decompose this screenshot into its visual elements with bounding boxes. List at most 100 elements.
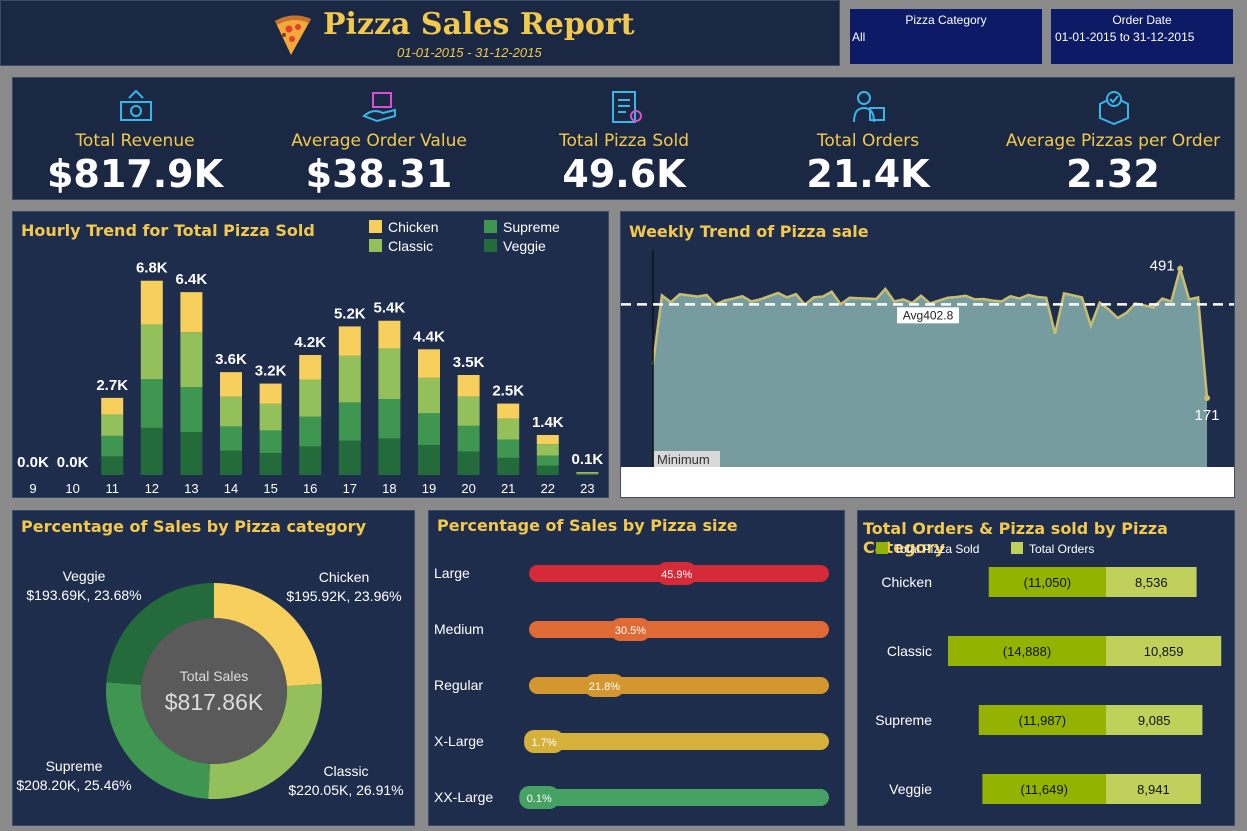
kpi-value: 49.6K (562, 152, 686, 196)
legend-swatch (1011, 542, 1023, 554)
slice-label-name: Veggie (63, 568, 106, 584)
package-check-icon (1099, 91, 1129, 126)
bar-total-pizza-sold (982, 774, 1106, 804)
average-label: Avg402.8 (903, 308, 954, 322)
bar-data-label: 5.2K (334, 305, 366, 322)
bar-total-pizza-sold (948, 636, 1106, 666)
slice-label-name: Supreme (46, 758, 103, 774)
bar-segment-classic (101, 414, 124, 436)
bar-segment-classic (497, 418, 520, 440)
kpi-value: 2.32 (1066, 152, 1160, 196)
bar-segment-supreme (576, 473, 599, 475)
legend-total-pizza-sold[interactable]: Total Pizza Sold (876, 542, 979, 556)
slicer-value[interactable]: 01-01-2015 to 31-12-2015 (1055, 30, 1195, 44)
category-label: Classic (887, 643, 932, 659)
kpi-average-pizzas-per-order: Average Pizzas per Order 2.32 (991, 78, 1235, 201)
slice-label-value: $208.20K, 25.46% (16, 777, 131, 793)
bar-segment-chicken (338, 326, 361, 356)
slice-label-name: Classic (323, 763, 368, 779)
x-tick-label: 12 (145, 481, 159, 496)
weekly-area (653, 268, 1207, 467)
legend-supreme[interactable]: Supreme (484, 219, 560, 235)
bar-segment-classic (536, 444, 559, 456)
kpi-value: $38.31 (305, 152, 453, 196)
legend-veggie[interactable]: Veggie (484, 238, 546, 254)
bar-segment-supreme (299, 416, 322, 447)
size-bar-track (529, 789, 829, 806)
x-tick-label: 20 (461, 481, 475, 496)
average-label-bg (897, 307, 959, 324)
size-value-label: 0.1% (527, 793, 552, 805)
kpi-total-pizza-sold: Total Pizza Sold 49.6K (502, 78, 746, 201)
x-tick-label: 13 (184, 481, 198, 496)
bar-segment-veggie (259, 453, 282, 475)
bar-segment-supreme (140, 379, 163, 428)
kpi-label: Total Pizza Sold (558, 131, 690, 151)
kpi-value: $817.9K (46, 152, 224, 196)
hourly-trend-panel: Hourly Trend for Total Pizza Sold Chicke… (12, 211, 609, 498)
pizza-category-slicer[interactable]: Pizza Category All (850, 9, 1042, 64)
slice-label-value: $195.92K, 23.96% (286, 588, 401, 604)
legend-label: Classic (388, 238, 434, 254)
chart-baseline-strip (621, 467, 1234, 497)
legend-total-orders[interactable]: Total Orders (1011, 542, 1094, 556)
bar-total-pizza-sold (988, 567, 1106, 597)
x-tick-label: 17 (343, 481, 357, 496)
bar-label-total-orders: 10,859 (1144, 644, 1184, 659)
bar-segment-supreme (378, 399, 401, 439)
bar-label-total-pizza-sold: (11,987) (1019, 713, 1066, 728)
bar-label-total-pizza-sold: (11,649) (1020, 782, 1067, 797)
bar-data-label: 0.1K (572, 451, 604, 468)
category-sales-title: Percentage of Sales by Pizza category (21, 517, 366, 536)
donut-slice-veggie (106, 583, 214, 685)
category-sales-panel: Percentage of Sales by Pizza category To… (12, 510, 415, 826)
hand-box-icon (362, 92, 396, 123)
bar-segment-veggie (220, 450, 242, 475)
slicer-label: Pizza Category (905, 13, 987, 27)
minimum-label: Minimum (657, 452, 710, 467)
minimum-label-bg (654, 451, 720, 467)
kpi-label: Average Pizzas per Order (1005, 131, 1221, 151)
legend-swatch (484, 239, 497, 252)
bar-segment-chicken (497, 403, 520, 419)
bar-segment-supreme (418, 413, 440, 445)
donut-slice-classic (208, 683, 322, 799)
bar-segment-veggie (299, 446, 322, 475)
x-tick-label: 22 (541, 481, 555, 496)
bar-segment-veggie (180, 432, 203, 475)
bar-label-total-pizza-sold: (14,888) (1003, 644, 1051, 659)
weekly-trend-title: Weekly Trend of Pizza sale (629, 222, 869, 241)
report-date-range: 01-01-2015 - 31-12-2015 (397, 45, 542, 60)
bar-segment-veggie (497, 457, 520, 475)
slicer-value[interactable]: All (852, 30, 866, 44)
legend-chicken[interactable]: Chicken (369, 219, 439, 235)
x-tick-label: 14 (224, 481, 238, 496)
bar-segment-classic (457, 396, 480, 426)
weekly-trend-panel: Weekly Trend of Pizza sale Avg402.8 Minim… (620, 211, 1235, 498)
center-value: $817.86K (165, 689, 264, 715)
legend-swatch (484, 220, 497, 233)
bar-data-label: 5.4K (374, 300, 406, 317)
bar-segment-veggie (140, 427, 163, 475)
donut-slice-supreme (106, 682, 211, 799)
size-value-label: 30.5% (615, 625, 646, 637)
size-value-marker (584, 674, 625, 697)
bar-segment-veggie (101, 456, 124, 475)
bar-total-orders (1106, 567, 1197, 597)
pizza-icon (275, 15, 311, 56)
weekly-area-chart: Avg402.8 Minimum 491 171 (621, 250, 1234, 497)
bar-segment-chicken (378, 320, 401, 349)
order-date-slicer[interactable]: Order Date 01-01-2015 to 31-12-2015 (1051, 9, 1233, 64)
bar-total-pizza-sold (978, 705, 1106, 735)
x-tick-label: 11 (105, 481, 119, 496)
legend-classic[interactable]: Classic (369, 238, 433, 254)
x-tick-label: 16 (303, 481, 317, 496)
kpi-average-order-value: Average Order Value $38.31 (257, 78, 501, 201)
bar-segment-veggie (457, 451, 480, 475)
bar-segment-classic (180, 332, 203, 387)
bar-label-total-orders: 8,536 (1135, 575, 1168, 590)
legend-label: Chicken (388, 219, 439, 235)
size-category-label: Regular (434, 677, 483, 693)
kpi-total-orders: Total Orders 21.4K (746, 78, 990, 201)
bar-data-label: 3.6K (215, 351, 247, 368)
